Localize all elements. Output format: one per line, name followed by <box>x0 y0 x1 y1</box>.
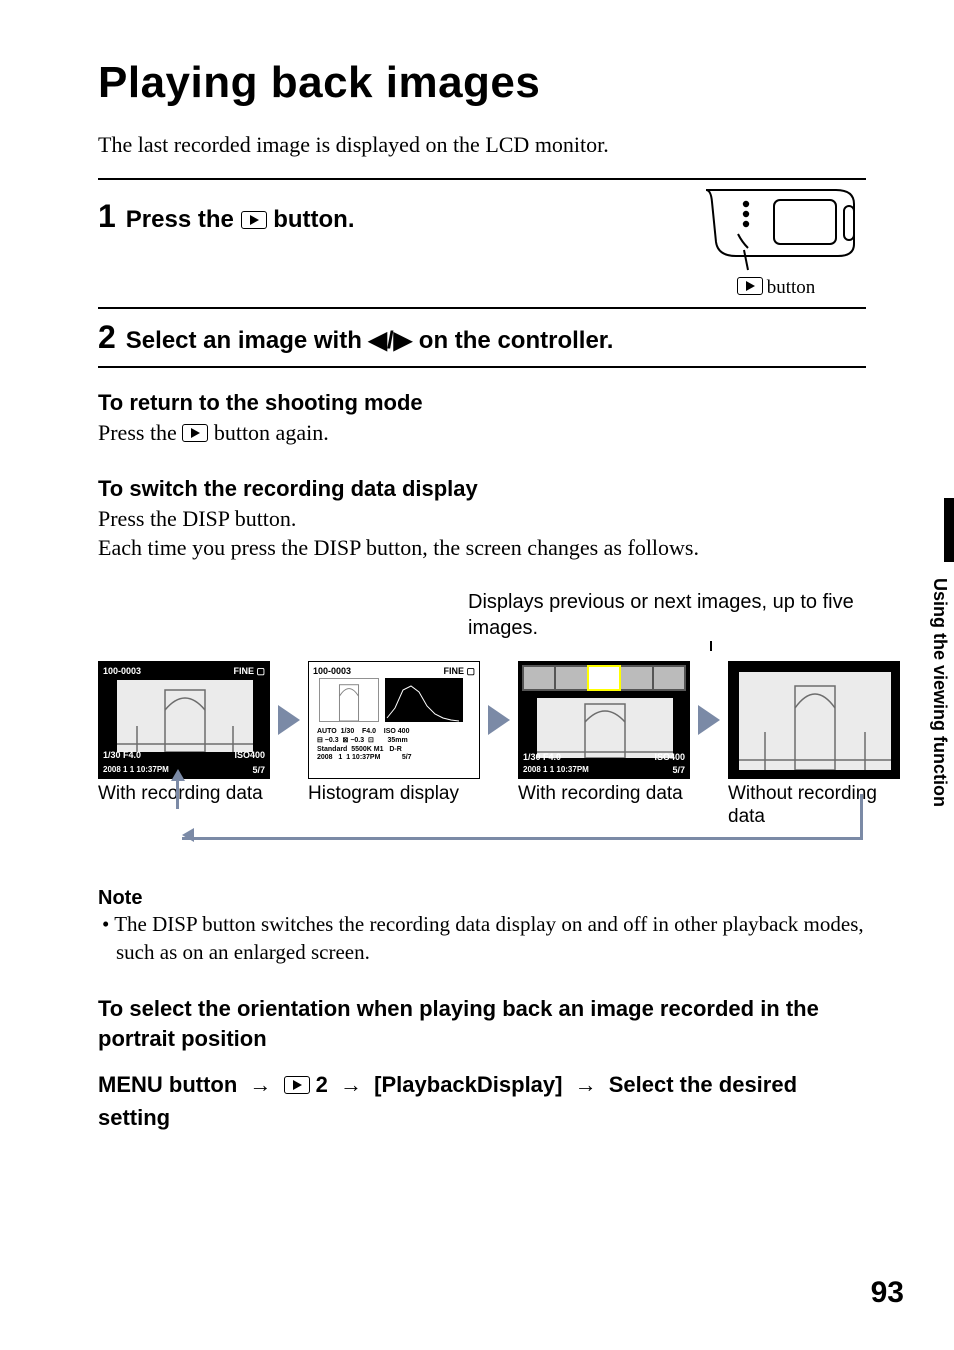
screen-recording-data-1: 100-0003 FINE ▢ 1/30 F4.0 ISO400 2008 1 … <box>98 661 270 806</box>
body-text: Each time you press the DISP button, the… <box>98 533 866 563</box>
menu-button-label: MENU button <box>98 1072 237 1097</box>
subhead-switch: To switch the recording data display <box>98 476 866 502</box>
divider <box>98 366 866 368</box>
screen-recording-data-2: 1/30 F4.0 ISO400 2008 1 1 10:37PM 5/7 Wi… <box>518 661 690 806</box>
note-heading: Note <box>98 887 866 910</box>
subhead-orientation: To select the orientation when playing b… <box>98 994 866 1053</box>
exposure: 1/30 F4.0 <box>103 750 141 760</box>
screen-histogram: 100-0003 FINE ▢ AUTO 1/30 F4.0 ISO 400 ⊟… <box>308 661 480 806</box>
screen-label: Without recording data <box>728 783 900 829</box>
playback-icon <box>737 277 763 295</box>
camera-button-label: button <box>686 277 866 299</box>
menu-item: [PlaybackDisplay] <box>374 1072 562 1097</box>
file-number: 100-0003 <box>103 666 141 676</box>
step-text: Select an image with ◀/▶ on the controll… <box>126 326 614 355</box>
quality: FINE ▢ <box>233 666 265 677</box>
text: button again. <box>214 420 329 445</box>
screen-label: With recording data <box>98 783 270 806</box>
display-mode-diagram: 100-0003 FINE ▢ 1/30 F4.0 ISO400 2008 1 … <box>98 661 866 829</box>
counter: 5/7 <box>672 765 685 775</box>
intro-text: The last recorded image is displayed on … <box>98 132 866 158</box>
playback-icon <box>241 211 267 229</box>
subhead-return: To return to the shooting mode <box>98 390 866 416</box>
text: button. <box>273 206 354 233</box>
file-number: 100-0003 <box>313 666 351 676</box>
playback-icon <box>284 1076 310 1094</box>
timestamp: 2008 1 1 10:37PM <box>523 766 589 775</box>
quality: FINE ▢ <box>443 666 475 677</box>
text: Press the <box>126 206 234 233</box>
return-arrow-line <box>182 837 862 855</box>
strip-caption: Displays previous or next images, up to … <box>468 589 866 641</box>
step-number: 1 <box>98 198 116 235</box>
divider <box>98 307 866 309</box>
screen-no-data: Without recording data <box>728 661 900 829</box>
step-text: Press the button. <box>126 206 355 234</box>
menu-path: MENU button → 2 → [PlaybackDisplay] → Se… <box>98 1068 866 1134</box>
step-2: 2 Select an image with ◀/▶ on the contro… <box>98 319 866 356</box>
step-number: 2 <box>98 319 116 356</box>
note-text: • The DISP button switches the recording… <box>98 910 866 967</box>
body-text: Press the button again. <box>98 418 866 448</box>
text: button <box>767 277 816 298</box>
exposure: 1/30 F4.0 <box>523 752 561 762</box>
iso: ISO400 <box>654 752 685 762</box>
arrow-right-icon <box>488 661 510 779</box>
text: Press the <box>98 420 177 445</box>
arrow-right-icon <box>278 661 300 779</box>
section-label: Using the viewing function <box>929 578 950 807</box>
body-text: Press the DISP button. <box>98 504 866 534</box>
arrow-right-icon <box>698 661 720 779</box>
menu-page: 2 <box>316 1072 328 1097</box>
timestamp: 2008 1 1 10:37PM <box>103 766 169 775</box>
page-title: Playing back images <box>98 58 866 108</box>
camera-illustration: button <box>686 182 866 299</box>
playback-icon <box>182 424 208 442</box>
divider <box>98 178 866 180</box>
counter: 5/7 <box>252 765 265 775</box>
page-number: 93 <box>871 1276 904 1310</box>
histogram-data: AUTO 1/30 F4.0 ISO 400 ⊟ −0.3 ⊠ −0.3 ⊡ 3… <box>315 726 473 765</box>
step-1: 1 Press the button. <box>98 198 355 235</box>
screen-label: Histogram display <box>308 783 480 806</box>
tick-down-icon <box>554 641 866 653</box>
screen-label: With recording data <box>518 783 690 806</box>
iso: ISO400 <box>234 750 265 760</box>
